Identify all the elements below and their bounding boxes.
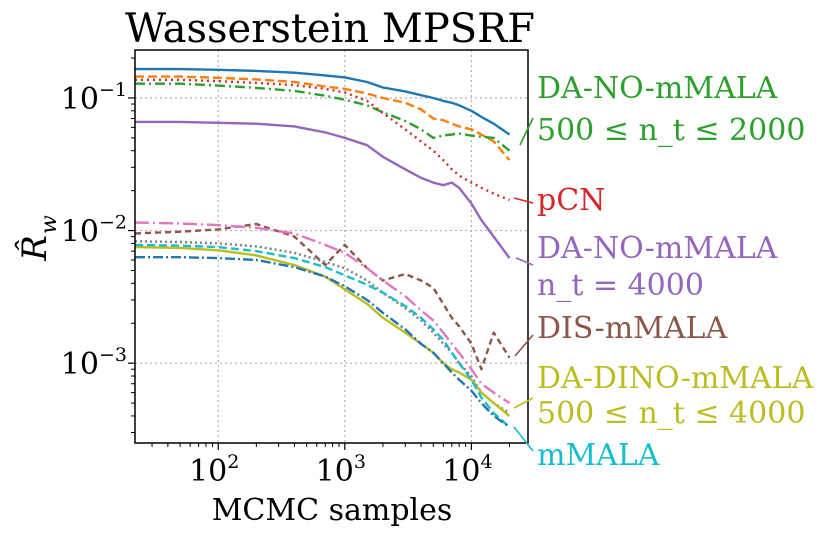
x-tick-label: 102: [189, 451, 239, 489]
series-line: [134, 221, 511, 405]
series-line: [135, 78, 510, 202]
y-axis-ticks: 10−3 10−2 10−1: [61, 57, 135, 434]
annotation-leader: [513, 426, 534, 452]
y-axis-label: R̂ w: [14, 215, 62, 262]
y-tick-label: 10−2: [61, 212, 127, 250]
annotation-label: pCN: [537, 183, 605, 218]
series-line: [135, 67, 511, 136]
y-tick-label: 10−1: [61, 79, 127, 117]
series-lines: [134, 67, 511, 428]
plot-frame: [134, 49, 529, 444]
chart-title: Wasserstein MPSRF: [125, 6, 535, 52]
annotation-label: 500 ≤ n_t ≤ 4000: [537, 396, 805, 431]
series-annotations: DA-NO-mMALA 500 ≤ n_t ≤ 2000 pCN DA-NO-mMAL…: [513, 71, 814, 473]
annotation-label: DA-NO-mMALA: [537, 231, 778, 266]
x-axis-label: MCMC samples: [212, 493, 453, 528]
annotation-leader: [519, 117, 534, 146]
annotation-label: mMALA: [537, 438, 660, 473]
annotation-label: n_t = 4000: [537, 268, 704, 303]
x-tick-label: 104: [442, 451, 492, 489]
annotation-label: DA-NO-mMALA: [537, 71, 778, 106]
annotation-label: 500 ≤ n_t ≤ 2000: [537, 113, 805, 148]
annotation-leader: [515, 257, 534, 266]
annotation-label: DA-DINO-mMALA: [537, 361, 814, 396]
x-tick-label: 103: [316, 451, 366, 489]
series-line: [134, 245, 511, 417]
annotation-label: DIS-mMALA: [537, 311, 727, 346]
annotation-leader: [513, 397, 534, 409]
y-tick-label: 10−3: [61, 344, 127, 382]
y-axis-label-main: R̂: [14, 235, 55, 262]
y-axis-label-subscript: w: [37, 215, 62, 234]
annotation-leader: [513, 197, 534, 204]
series-line: [134, 243, 511, 428]
series-line: [134, 240, 511, 415]
series-line: [135, 256, 511, 428]
series-line: [135, 75, 511, 161]
x-axis-ticks: 102 103 104: [151, 443, 511, 489]
annotation-leader: [514, 334, 534, 357]
series-line: [135, 82, 511, 152]
series-line: [135, 120, 511, 259]
series-line: [134, 222, 511, 371]
